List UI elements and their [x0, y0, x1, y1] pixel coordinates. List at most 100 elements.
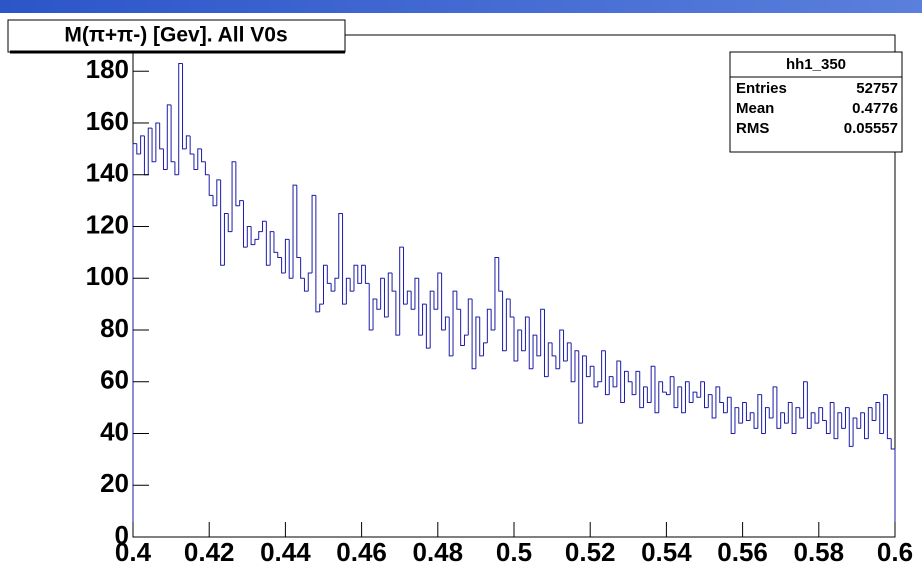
- histogram-bin: [574, 350, 579, 382]
- histogram-bin: [498, 257, 503, 292]
- histogram-bin: [441, 273, 446, 331]
- histogram-bin: [174, 161, 179, 176]
- histogram-bin: [864, 412, 869, 440]
- histogram-bin: [738, 407, 743, 424]
- title-box: [7, 19, 346, 53]
- histogram-bin: [856, 417, 861, 429]
- histogram-bin: [860, 412, 865, 429]
- histogram-bin: [220, 179, 225, 266]
- histogram-bin: [250, 226, 255, 246]
- histogram-bin: [353, 264, 358, 292]
- histogram-bin: [300, 257, 305, 279]
- histogram-bin: [677, 386, 682, 408]
- histogram-bin: [330, 283, 335, 292]
- histogram-bin: [681, 386, 686, 414]
- histogram-bin: [265, 221, 271, 266]
- histogram-bin: [147, 127, 153, 175]
- histogram-bin: [646, 386, 652, 403]
- histogram-bin: [296, 185, 301, 259]
- histogram-bin: [342, 213, 347, 305]
- histogram-bin: [387, 272, 393, 318]
- histogram-bin: [833, 402, 838, 440]
- histogram-bin: [391, 273, 396, 292]
- x-tick-label: 0.54: [641, 537, 692, 567]
- histogram-bin: [844, 407, 850, 429]
- histogram-bin: [349, 278, 354, 292]
- histogram-bin: [532, 334, 537, 369]
- x-tick-label: 0.42: [184, 537, 235, 567]
- histogram-bin: [479, 317, 484, 357]
- histogram-bin: [212, 195, 217, 207]
- histogram-bin: [749, 412, 755, 421]
- histogram-bin: [178, 62, 183, 175]
- histogram-bin: [726, 396, 732, 413]
- histogram-bin: [852, 417, 857, 447]
- histogram-bin: [639, 371, 644, 409]
- histogram-bin: [242, 200, 248, 248]
- histogram-bin: [452, 290, 457, 356]
- histogram-bin: [502, 291, 507, 352]
- histogram-bin: [654, 366, 659, 414]
- stats-value: 0.05557: [844, 120, 898, 137]
- histogram-bin: [555, 355, 560, 370]
- histogram-bin: [277, 252, 282, 259]
- histogram-bin: [829, 401, 835, 434]
- histogram-bin: [284, 238, 290, 274]
- histogram-bin: [262, 220, 267, 232]
- histogram-bin: [719, 386, 724, 403]
- histogram-bin: [768, 407, 774, 419]
- histogram-bin: [803, 381, 808, 418]
- stats-label: Mean: [736, 100, 774, 117]
- x-tick-label: 0.4: [115, 537, 152, 567]
- histogram-bin: [166, 104, 172, 170]
- histogram-bin: [140, 135, 145, 155]
- histogram-bin: [707, 394, 713, 408]
- histogram-bin: [730, 397, 735, 434]
- histogram-bin: [879, 402, 884, 434]
- histogram-bin: [776, 386, 781, 429]
- histogram-bin: [361, 264, 366, 284]
- histogram-bin: [223, 213, 229, 266]
- histogram-bin: [383, 278, 389, 318]
- y-tick-label: 40: [100, 416, 129, 446]
- histogram-bin: [589, 365, 595, 377]
- histogram-bin: [513, 317, 518, 362]
- histogram-bin: [136, 143, 141, 155]
- histogram-bin: [246, 225, 252, 248]
- histogram-bin: [799, 407, 804, 419]
- histogram-bin: [536, 335, 541, 357]
- histogram-bin: [475, 316, 480, 369]
- histogram-bin: [745, 402, 751, 422]
- histogram-bin: [867, 407, 873, 439]
- histogram-bin: [197, 148, 202, 170]
- histogram-bin: [711, 394, 716, 419]
- y-tick-label: 140: [86, 158, 129, 188]
- histogram-bin: [566, 342, 572, 362]
- stats-label: Entries: [736, 80, 787, 97]
- x-tick-label: 0.58: [793, 537, 844, 567]
- histogram-bin: [563, 329, 568, 362]
- histogram-bin: [216, 179, 221, 206]
- histogram-bin: [376, 298, 381, 310]
- histogram-bin: [323, 264, 328, 305]
- histogram-bin: [162, 148, 168, 171]
- histogram-bin: [547, 342, 553, 377]
- histogram-bin: [467, 298, 473, 336]
- histogram-bin: [372, 298, 377, 330]
- histogram-bin: [623, 370, 629, 403]
- histogram-bin: [486, 308, 492, 343]
- histogram-bin: [734, 407, 739, 434]
- histogram-bin: [326, 265, 332, 284]
- histogram-bin: [380, 277, 385, 310]
- x-tick-label: 0.46: [336, 537, 387, 567]
- histogram-bin: [810, 412, 815, 429]
- histogram-bin: [399, 246, 404, 336]
- histogram-bin: [791, 402, 796, 434]
- histogram-bin: [239, 200, 244, 206]
- histogram-bin: [669, 376, 675, 395]
- histogram-bin: [784, 412, 789, 424]
- histogram-bin: [444, 316, 450, 330]
- histogram-bin: [524, 316, 530, 351]
- histogram-bin: [761, 394, 766, 434]
